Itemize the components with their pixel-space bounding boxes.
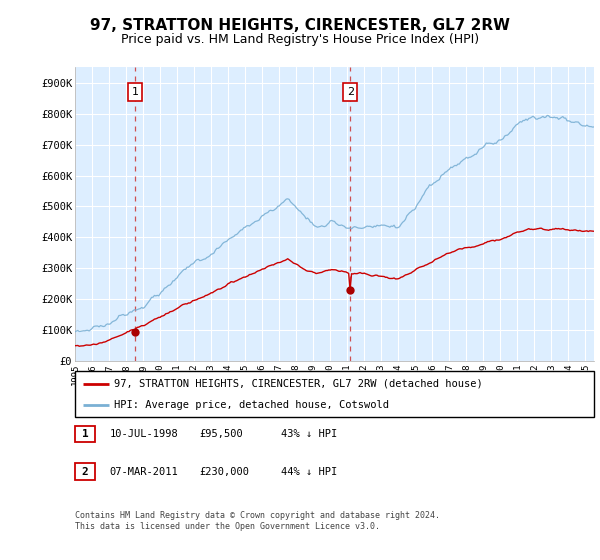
- Text: 97, STRATTON HEIGHTS, CIRENCESTER, GL7 2RW (detached house): 97, STRATTON HEIGHTS, CIRENCESTER, GL7 2…: [114, 379, 482, 389]
- Text: 07-MAR-2011: 07-MAR-2011: [110, 466, 179, 477]
- Text: HPI: Average price, detached house, Cotswold: HPI: Average price, detached house, Cots…: [114, 400, 389, 410]
- Text: 44% ↓ HPI: 44% ↓ HPI: [281, 466, 337, 477]
- Text: £230,000: £230,000: [200, 466, 250, 477]
- Text: 1: 1: [131, 87, 139, 97]
- Text: 43% ↓ HPI: 43% ↓ HPI: [281, 429, 337, 439]
- Text: 97, STRATTON HEIGHTS, CIRENCESTER, GL7 2RW: 97, STRATTON HEIGHTS, CIRENCESTER, GL7 2…: [90, 18, 510, 32]
- Text: 10-JUL-1998: 10-JUL-1998: [110, 429, 179, 439]
- Text: Contains HM Land Registry data © Crown copyright and database right 2024.
This d: Contains HM Land Registry data © Crown c…: [75, 511, 440, 531]
- Text: 2: 2: [347, 87, 354, 97]
- Text: 2: 2: [82, 466, 88, 477]
- Text: 1: 1: [82, 429, 88, 439]
- Text: Price paid vs. HM Land Registry's House Price Index (HPI): Price paid vs. HM Land Registry's House …: [121, 32, 479, 46]
- Text: £95,500: £95,500: [200, 429, 244, 439]
